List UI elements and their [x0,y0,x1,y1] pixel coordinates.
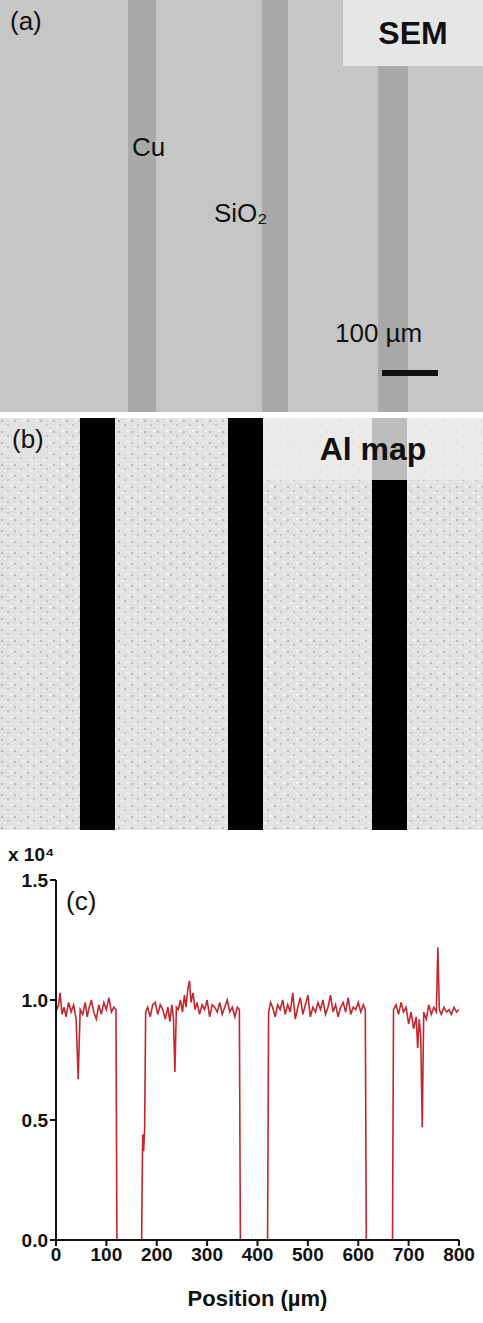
html-text:(a): (a) [10,6,42,36]
html-text:x 10⁴: x 10⁴ [8,844,55,865]
html-text:Al map: Al map [319,430,427,467]
svg-text:1.5: 1.5 [22,870,49,891]
svg-text:1.0: 1.0 [22,990,48,1011]
svg-text:600: 600 [342,1244,374,1265]
html-text:SEM: SEM [378,14,448,51]
html-text:Cu: Cu [132,132,166,162]
svg-text:500: 500 [292,1244,324,1265]
svg-text:100: 100 [91,1244,123,1265]
svg-text:0.5: 0.5 [22,1110,49,1131]
svg-text:0: 0 [51,1244,62,1265]
svg-text:0.0: 0.0 [22,1230,48,1251]
svg-text:200: 200 [141,1244,173,1265]
svg-text:300: 300 [191,1244,223,1265]
svg-text:700: 700 [393,1244,425,1265]
svg-text:400: 400 [242,1244,274,1265]
svg-text:Position (µm): Position (µm) [188,1286,328,1311]
html-text:(c): (c) [66,886,97,916]
html-text:SiO₂: SiO₂ [214,198,268,228]
html-text:100 µm: 100 µm [335,318,423,348]
html-text:(b): (b) [12,424,44,454]
svg-text:800: 800 [443,1244,475,1265]
